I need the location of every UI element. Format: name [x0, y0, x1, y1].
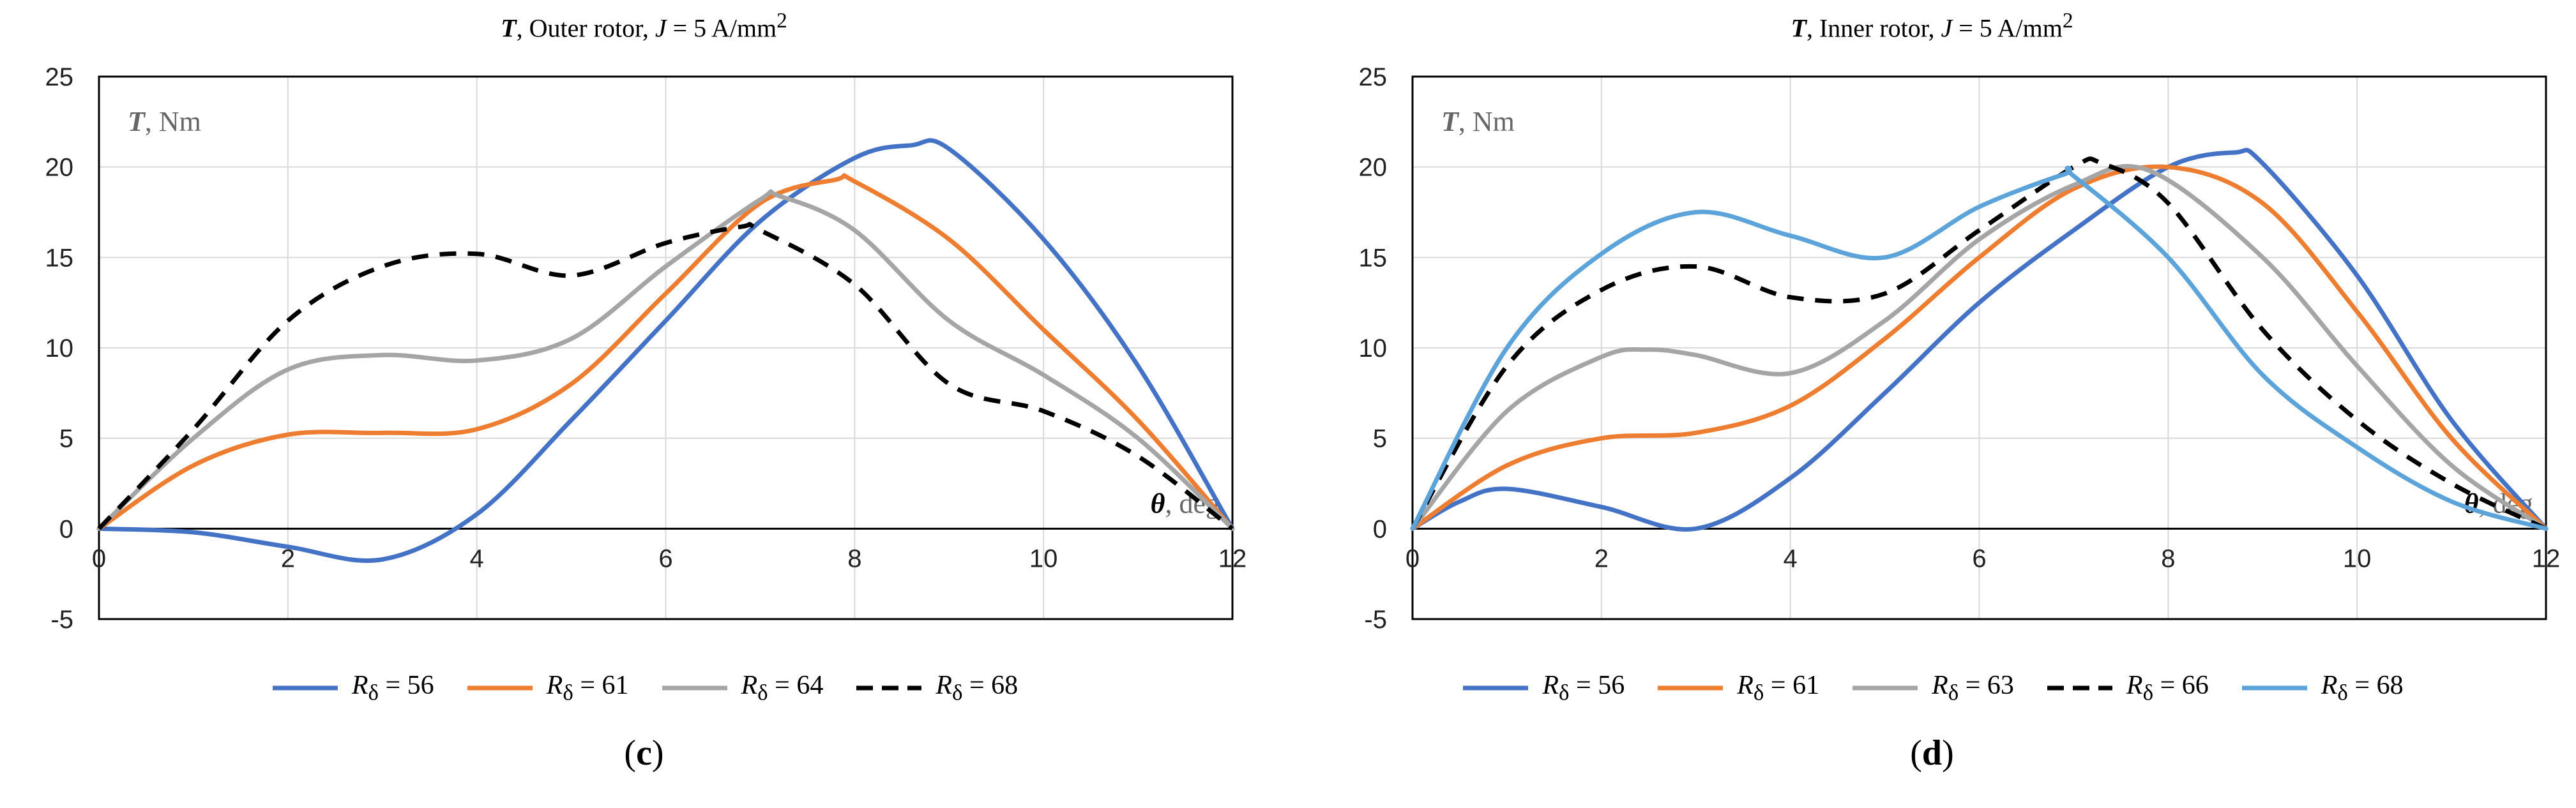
plot-frame: [98, 75, 1234, 620]
y-tick-label: 10: [45, 334, 74, 363]
legend-swatch: [1852, 685, 1918, 691]
chart-legend: Rδ = 56 Rδ = 61 Rδ = 64 Rδ = 68: [0, 670, 1288, 705]
legend-item-2: Rδ = 61: [1655, 670, 1819, 705]
series-line-4: [97, 221, 1234, 531]
legend-item-1: Rδ = 56: [270, 670, 434, 705]
legend-swatch: [1658, 685, 1724, 691]
series-line-3: [96, 189, 1235, 531]
y-tick-label: 10: [1359, 334, 1388, 363]
x-tick-label: 8: [847, 544, 861, 572]
x-tick-label: 6: [658, 544, 672, 572]
legend-label: Rδ = 64: [741, 671, 824, 705]
legend-label: Rδ = 68: [936, 671, 1019, 705]
x-tick-label: 8: [2161, 544, 2175, 572]
x-tick-label: 2: [1595, 544, 1609, 572]
x-tick-label: 4: [470, 544, 484, 572]
y-tick-label: 20: [45, 154, 74, 182]
y-tick-label: 20: [1359, 154, 1388, 182]
y-tick-label: 25: [1359, 63, 1388, 91]
legend-swatch: [272, 685, 338, 691]
series-line-2: [1410, 164, 2549, 531]
x-tick-label: 4: [1784, 544, 1798, 572]
series-line-3: [1410, 163, 2549, 531]
legend-label: Rδ = 68: [2321, 671, 2404, 705]
legend-swatch: [856, 685, 922, 691]
chart-panel-c: T, Outer rotor, J = 5 A/mm2 -5 0 5 10 15 20 25…: [0, 9, 1288, 773]
y-tick-label: 0: [1373, 515, 1387, 543]
chart-title: T, Outer rotor, J = 5 A/mm2: [501, 9, 787, 43]
y-tick-label: 15: [45, 244, 74, 272]
x-tick-label: 12: [2532, 544, 2561, 572]
x-tick-label: 10: [1029, 544, 1058, 572]
legend-item-3: Rδ = 63: [1850, 670, 2014, 705]
legend-swatch: [2047, 685, 2112, 691]
series-line-1: [96, 138, 1235, 563]
legend-item-1: Rδ = 56: [1460, 670, 1625, 705]
legend-label: Rδ = 63: [1932, 671, 2014, 705]
y-axis-label: T, Nm: [1441, 106, 1515, 137]
chart-title: T, Inner rotor, J = 5 A/mm2: [1791, 9, 2073, 43]
legend-item-4: Rδ = 68: [854, 670, 1018, 705]
y-tick-label: 0: [59, 515, 73, 543]
plot-frame: [1411, 75, 2547, 620]
x-tick-label: 0: [1405, 544, 1420, 572]
panel-label: (c): [624, 733, 664, 773]
y-tick-label: 15: [1359, 244, 1388, 272]
legend-label: Rδ = 56: [351, 671, 434, 705]
series-line-5: [1410, 165, 2549, 531]
legend-swatch: [662, 685, 727, 691]
series-line-2: [96, 173, 1235, 531]
legend-label: Rδ = 66: [2126, 671, 2209, 705]
x-tick-label: 12: [1218, 544, 1247, 572]
legend-swatch: [467, 685, 533, 691]
x-tick-label: 0: [92, 544, 106, 572]
legend-swatch: [2241, 685, 2307, 691]
y-axis-label: T, Nm: [128, 106, 201, 137]
legend-item-2: Rδ = 61: [465, 670, 629, 705]
y-tick-label: 5: [59, 425, 73, 453]
series-line-4: [1410, 156, 2547, 531]
y-tick-label: 25: [45, 63, 74, 91]
x-tick-label: 6: [1972, 544, 1986, 572]
series-line-1: [1410, 147, 2549, 532]
legend-label: Rδ = 56: [1542, 671, 1625, 705]
panel-label: (d): [1910, 733, 1954, 773]
x-tick-label: 2: [281, 544, 295, 572]
legend-item-3: Rδ = 64: [660, 670, 824, 705]
legend-label: Rδ = 61: [546, 671, 629, 705]
y-tick-label: -5: [1364, 606, 1387, 634]
legend-swatch: [1463, 685, 1529, 691]
legend-label: Rδ = 61: [1737, 671, 1820, 705]
y-tick-label: 5: [1373, 425, 1387, 453]
chart-panel-d: T, Inner rotor, J = 5 A/mm2 -5 0 5 10 15 20 25…: [1288, 0, 2576, 808]
chart-legend: Rδ = 56 Rδ = 61 Rδ = 63 Rδ = 66 Rδ = 68: [1288, 670, 2576, 705]
y-tick-label: -5: [50, 606, 73, 634]
x-tick-label: 10: [2343, 544, 2372, 572]
legend-item-5: Rδ = 68: [2239, 670, 2404, 705]
legend-item-4: Rδ = 66: [2045, 670, 2209, 705]
